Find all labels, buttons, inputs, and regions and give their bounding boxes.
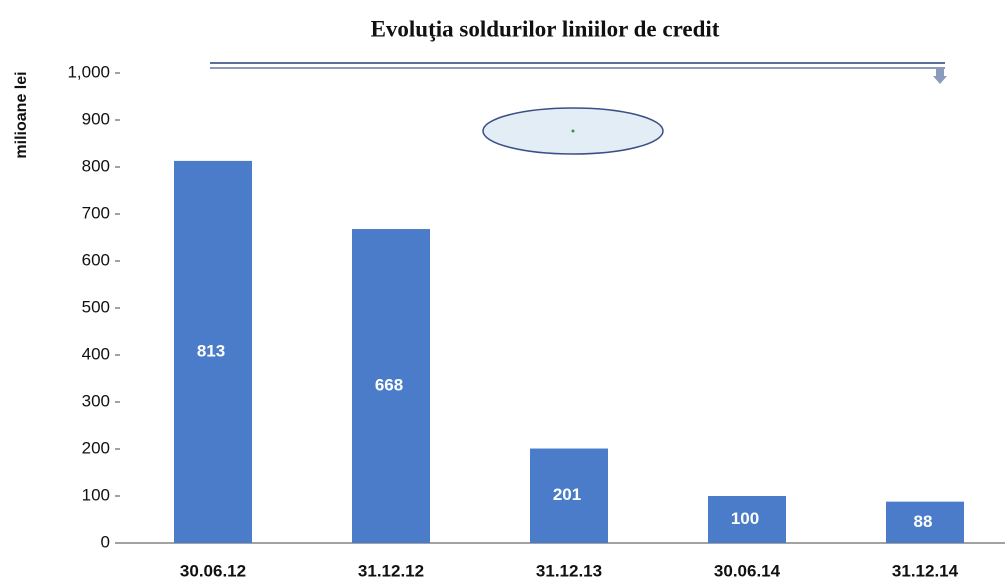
y-tick-label: 500 — [82, 297, 110, 316]
y-tick-label: 100 — [82, 485, 110, 504]
chart-title: Evoluţia soldurilor liniilor de credit — [371, 16, 720, 41]
bar — [352, 229, 430, 544]
y-tick-label: 300 — [82, 391, 110, 410]
x-tick-label: 31.12.12 — [358, 561, 424, 580]
value-label: 813 — [197, 341, 225, 360]
y-tick-label: 800 — [82, 156, 110, 175]
y-axis-label: milioane lei — [13, 71, 30, 158]
bar — [530, 448, 608, 543]
value-label: 100 — [731, 509, 759, 528]
value-label: 88 — [914, 512, 933, 531]
y-tick-label: 700 — [82, 203, 110, 222]
bar — [886, 501, 964, 543]
bar — [174, 160, 252, 543]
y-tick-label: 0 — [101, 532, 110, 551]
y-tick-label: 600 — [82, 250, 110, 269]
y-tick-label: 1,000 — [67, 62, 110, 81]
x-tick-label: 30.06.12 — [180, 561, 246, 580]
x-tick-label: 30.06.14 — [714, 561, 781, 580]
decoration — [210, 62, 947, 155]
bar — [708, 496, 786, 543]
x-tick-label: 31.12.14 — [892, 561, 959, 580]
y-tick-label: 200 — [82, 438, 110, 457]
y-tick-label: 900 — [82, 109, 110, 128]
value-label: 668 — [375, 376, 403, 395]
value-label: 201 — [553, 485, 581, 504]
y-tick-label: 400 — [82, 344, 110, 363]
x-tick-label: 31.12.13 — [536, 561, 602, 580]
